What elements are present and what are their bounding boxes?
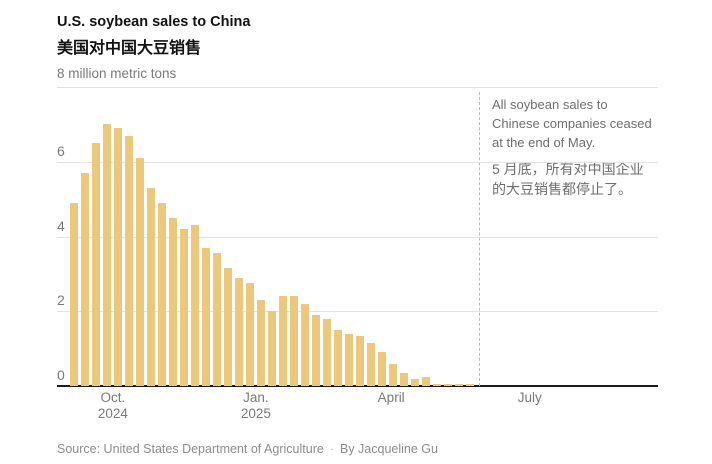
x-tick-month: Jan.	[243, 390, 269, 405]
page-title-zh: 美国对中国大豆销售	[57, 40, 202, 57]
bar-week-32	[411, 378, 419, 386]
bar-week-15	[224, 268, 232, 386]
bar-week-12	[191, 225, 199, 386]
bar-week-20	[279, 296, 287, 386]
y-gridline-6	[57, 161, 658, 163]
annotation: All soybean sales to Chinese companies c…	[492, 95, 654, 199]
page-title: U.S. soybean sales to China	[57, 14, 251, 30]
x-tick-april: April	[378, 390, 405, 406]
bar-week-10	[169, 217, 177, 386]
bar-week-25	[334, 329, 342, 386]
y-tick-label-4: 4	[57, 217, 65, 234]
bar-week-23	[312, 315, 320, 386]
x-tick-month: Oct.	[100, 390, 126, 405]
bar-week-7	[136, 158, 144, 386]
x-tick-month: July	[517, 390, 542, 405]
x-axis-baseline	[57, 385, 658, 387]
bar-week-21	[290, 296, 298, 386]
annotation-text-en: All soybean sales to Chinese companies c…	[492, 97, 652, 150]
y-tick-label-0: 0	[57, 367, 65, 383]
x-tick-jan: Jan. 2025	[241, 390, 271, 422]
separator-dot: ·	[329, 442, 334, 456]
bar-week-28	[367, 343, 375, 386]
x-tick-july: July	[518, 390, 542, 406]
bar-week-5	[114, 128, 122, 386]
x-tick-oct: Oct. 2024	[98, 390, 128, 422]
y-gridline-2	[57, 311, 658, 313]
x-tick-month: April	[377, 390, 405, 405]
bar-week-24	[323, 318, 331, 386]
x-tick-year: 2024	[97, 406, 128, 421]
bar-week-14	[213, 253, 221, 386]
source-text: Source: United States Department of Agri…	[57, 442, 324, 456]
bar-week-34	[433, 384, 441, 386]
bar-week-3	[92, 143, 100, 386]
bar-week-2	[81, 172, 89, 386]
y-tick-label-6: 6	[57, 142, 65, 159]
bar-week-31	[400, 372, 408, 386]
y-gridline-8	[57, 87, 658, 88]
bar-week-30	[389, 363, 397, 386]
x-tick-year: 2025	[240, 406, 271, 421]
bar-week-37	[466, 384, 474, 386]
bar-week-22	[301, 303, 309, 386]
bar-week-16	[235, 277, 243, 386]
bar-week-33	[422, 376, 430, 386]
y-gridline-4	[57, 236, 658, 238]
bar-week-19	[268, 311, 276, 386]
event-dashed-line	[479, 92, 481, 386]
bar-week-4	[103, 124, 111, 386]
bar-week-29	[378, 352, 386, 386]
bar-week-26	[345, 333, 353, 386]
bar-week-8	[147, 187, 155, 386]
source-line: Source: United States Department of Agri…	[57, 442, 438, 456]
bar-week-9	[158, 202, 166, 386]
bar-week-17	[246, 283, 254, 386]
plot-area: All soybean sales to Chinese companies c…	[57, 87, 658, 387]
bar-week-27	[356, 335, 364, 386]
bar-week-35	[444, 384, 452, 386]
byline-text: By Jacqueline Gu	[339, 442, 438, 456]
y-axis-unit-label: 8 million metric tons	[57, 66, 177, 81]
bar-week-18	[257, 300, 265, 386]
x-axis-ticks: Oct. 2024 Jan. 2025 April July	[57, 390, 658, 426]
bar-week-36	[455, 384, 463, 386]
bar-week-6	[125, 135, 133, 386]
bar-week-11	[180, 229, 188, 386]
bar-week-1	[70, 202, 78, 386]
bar-week-13	[202, 247, 210, 386]
y-tick-label-2: 2	[57, 292, 65, 309]
annotation-text-zh: 5 月底，所有对中国企业的大豆销售都停止了。	[492, 161, 644, 197]
